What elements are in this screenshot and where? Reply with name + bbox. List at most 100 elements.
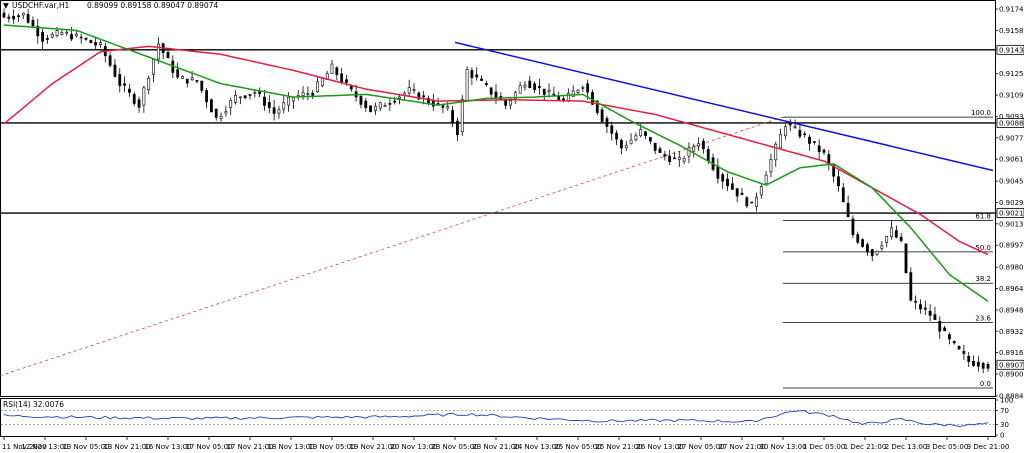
price-tick-label: 0.90775 xyxy=(999,134,1024,142)
time-tick-label: 27 Nov 21:00 xyxy=(718,443,765,451)
candle xyxy=(456,117,459,142)
candle-body xyxy=(108,55,112,66)
candle xyxy=(620,138,623,155)
candle-body xyxy=(837,176,840,187)
price-tick-label: 0.89325 xyxy=(999,328,1024,336)
candle xyxy=(933,306,937,320)
candle xyxy=(861,238,864,248)
candle-body xyxy=(132,94,136,104)
candle xyxy=(952,340,956,345)
candle-body xyxy=(673,157,676,160)
candle-body xyxy=(923,307,927,310)
candle xyxy=(962,344,966,360)
descending-trendline[interactable] xyxy=(454,41,994,172)
candle xyxy=(788,119,792,132)
candle-body xyxy=(798,130,802,137)
candle-body xyxy=(26,14,30,23)
time-tick-label: 3 Dec 05:00 xyxy=(926,443,969,451)
candle-body xyxy=(692,146,696,152)
candle-body xyxy=(205,90,208,103)
candle-body xyxy=(697,143,700,147)
candle xyxy=(779,128,782,149)
candle xyxy=(465,66,469,102)
candle xyxy=(205,88,208,109)
candle-body xyxy=(875,250,879,255)
candle-body xyxy=(779,134,782,149)
candle xyxy=(311,90,315,100)
candle xyxy=(364,97,368,112)
candle xyxy=(644,130,647,140)
trendline-group[interactable] xyxy=(454,41,994,172)
candle-body xyxy=(84,38,88,40)
candle-body xyxy=(948,334,951,340)
candle xyxy=(301,86,305,100)
candle xyxy=(668,149,672,166)
time-tick-label: 19 Nov 21:00 xyxy=(349,443,396,451)
candle-body xyxy=(663,154,667,157)
candle xyxy=(899,232,903,243)
candle-body xyxy=(272,107,276,114)
candle xyxy=(687,142,691,164)
candle-body xyxy=(7,16,11,19)
candle-body xyxy=(750,201,754,204)
candle xyxy=(263,89,266,111)
candle xyxy=(697,137,700,151)
candle-body xyxy=(441,105,445,108)
candle-body xyxy=(755,196,758,207)
time-tick-label: 30 Nov 13:00 xyxy=(759,443,806,451)
candle-body xyxy=(962,350,966,354)
candle-body xyxy=(518,85,522,94)
time-tick-label: 19 Nov 05:00 xyxy=(308,443,355,451)
candle xyxy=(142,85,146,113)
candle-body xyxy=(967,355,971,362)
candle-body xyxy=(658,148,662,153)
candle xyxy=(967,352,971,367)
candle-body xyxy=(812,141,816,143)
candle xyxy=(277,105,281,119)
fib-level-label: 23.6 xyxy=(975,315,991,323)
candle xyxy=(489,87,493,97)
candle-body xyxy=(12,16,16,20)
fib-level-label: 0.0 xyxy=(980,380,991,388)
fibonacci-retracement[interactable]: 100.0 61.8 50.0 38.2 23.6 0.0 xyxy=(0,109,993,389)
candle-body xyxy=(504,100,508,106)
candle xyxy=(648,136,652,145)
fib-level-label: 61.8 xyxy=(975,213,991,221)
candle xyxy=(504,99,508,110)
candle-body xyxy=(142,87,146,106)
candle-body xyxy=(2,12,6,18)
candle-body xyxy=(378,102,382,109)
candle xyxy=(677,151,681,167)
candle xyxy=(759,184,763,199)
candle-body xyxy=(258,91,262,95)
candle xyxy=(764,171,768,184)
candle xyxy=(50,32,54,39)
candle xyxy=(441,104,445,114)
candle xyxy=(156,37,160,64)
candle xyxy=(948,332,951,345)
candle-body xyxy=(359,96,363,105)
candle xyxy=(31,16,35,28)
candle xyxy=(581,85,585,93)
support-resistance-lines[interactable] xyxy=(1,49,995,214)
candle-body xyxy=(388,103,392,105)
candle xyxy=(837,170,840,192)
candle-body xyxy=(243,95,247,99)
candle-body xyxy=(533,83,536,91)
candle-body xyxy=(730,183,734,190)
time-tick-label: 1 Dec 21:00 xyxy=(844,443,887,451)
collapse-arrow-icon[interactable]: ▼ xyxy=(3,1,9,10)
candle xyxy=(224,105,228,117)
candle-body xyxy=(422,95,426,98)
candle-body xyxy=(263,96,266,106)
rsi-label: RSI(14) 32.0076 xyxy=(3,400,64,409)
candle-body xyxy=(817,145,821,152)
candle xyxy=(528,76,532,89)
main-plot-frame xyxy=(0,0,996,397)
candle xyxy=(817,139,821,160)
time-tick-label: 27 Nov 05:00 xyxy=(677,443,724,451)
candle-body xyxy=(176,69,180,78)
candle-body xyxy=(282,102,286,110)
candle-body xyxy=(919,304,922,310)
